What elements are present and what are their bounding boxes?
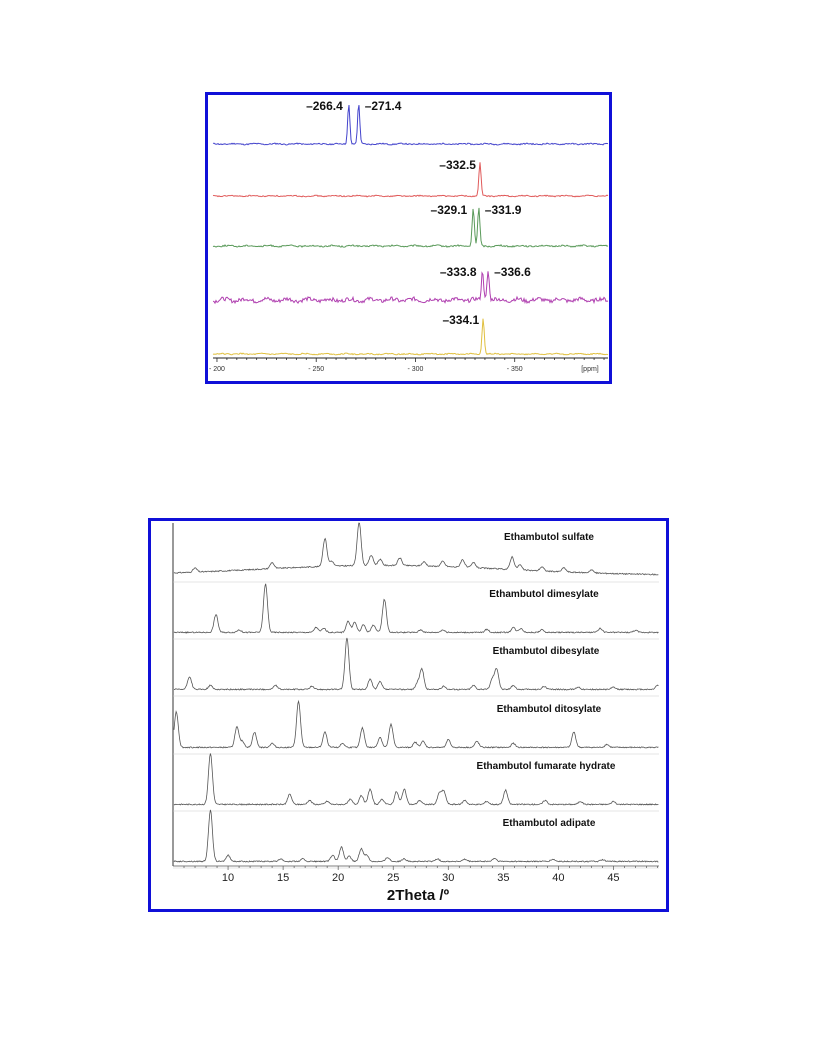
pxrd-x-tick-label: 45	[607, 872, 619, 884]
nmr-spectra-plot: –266.4 –271.4 –332.5 –329.1 –331.9 –333.8 –336…	[209, 99, 609, 373]
pxrd-series-line	[173, 699, 659, 749]
nmr-peak-label: –266.4	[306, 99, 343, 113]
pxrd-series-line	[173, 522, 659, 576]
pxrd-series-line	[173, 637, 659, 691]
pxrd-series-label: Ethambutol dimesylate	[489, 589, 599, 600]
nmr-series-line	[212, 162, 609, 198]
nmr-series-line	[212, 104, 609, 146]
pxrd-x-tick-label: 40	[552, 872, 564, 884]
pxrd-series-label: Ethambutol adipate	[503, 818, 596, 829]
pxrd-x-tick-label: 35	[497, 872, 509, 884]
nmr-peak-label: –334.1	[442, 313, 479, 327]
pxrd-series-line	[173, 583, 659, 634]
nmr-x-unit-label: [ppm]	[581, 366, 599, 373]
pxrd-x-tick-label: 15	[277, 872, 289, 884]
pxrd-x-tick-label: 10	[222, 872, 234, 884]
nmr-peak-label: –336.6	[494, 265, 531, 279]
pxrd-series-line	[173, 753, 659, 806]
nmr-spectra-figure: –266.4 –271.4 –332.5 –329.1 –331.9 –333.8 –336…	[205, 92, 612, 384]
nmr-x-tick-label: - 350	[507, 366, 523, 373]
pxrd-x-tick-label: 25	[387, 872, 399, 884]
nmr-peak-label: –331.9	[485, 203, 522, 217]
nmr-peak-label: –333.8	[440, 265, 477, 279]
nmr-x-tick-label: - 200	[209, 366, 225, 373]
nmr-peak-label: –332.5	[439, 158, 476, 172]
pxrd-x-tick-label: 30	[442, 872, 454, 884]
nmr-x-tick-label: - 300	[407, 366, 423, 373]
pxrd-series-label: Ethambutol ditosylate	[497, 704, 602, 715]
pxrd-patterns-plot: Ethambutol sulfate Ethambutol dimesylate E…	[172, 522, 659, 904]
nmr-x-tick-label: - 250	[308, 366, 324, 373]
nmr-peak-label: –329.1	[431, 203, 468, 217]
pxrd-series-line	[173, 809, 659, 863]
pxrd-patterns-figure: Ethambutol sulfate Ethambutol dimesylate E…	[148, 518, 669, 912]
pxrd-series-label: Ethambutol sulfate	[504, 532, 594, 543]
nmr-series-line	[212, 271, 609, 305]
nmr-series-line	[212, 207, 609, 248]
nmr-series-line	[212, 318, 609, 356]
pxrd-x-axis-title: 2Theta /º	[387, 887, 450, 904]
pxrd-x-tick-label: 20	[332, 872, 344, 884]
pxrd-series-label: Ethambutol dibesylate	[493, 646, 600, 657]
pxrd-series-label: Ethambutol fumarate hydrate	[477, 761, 616, 772]
nmr-peak-label: –271.4	[365, 99, 402, 113]
